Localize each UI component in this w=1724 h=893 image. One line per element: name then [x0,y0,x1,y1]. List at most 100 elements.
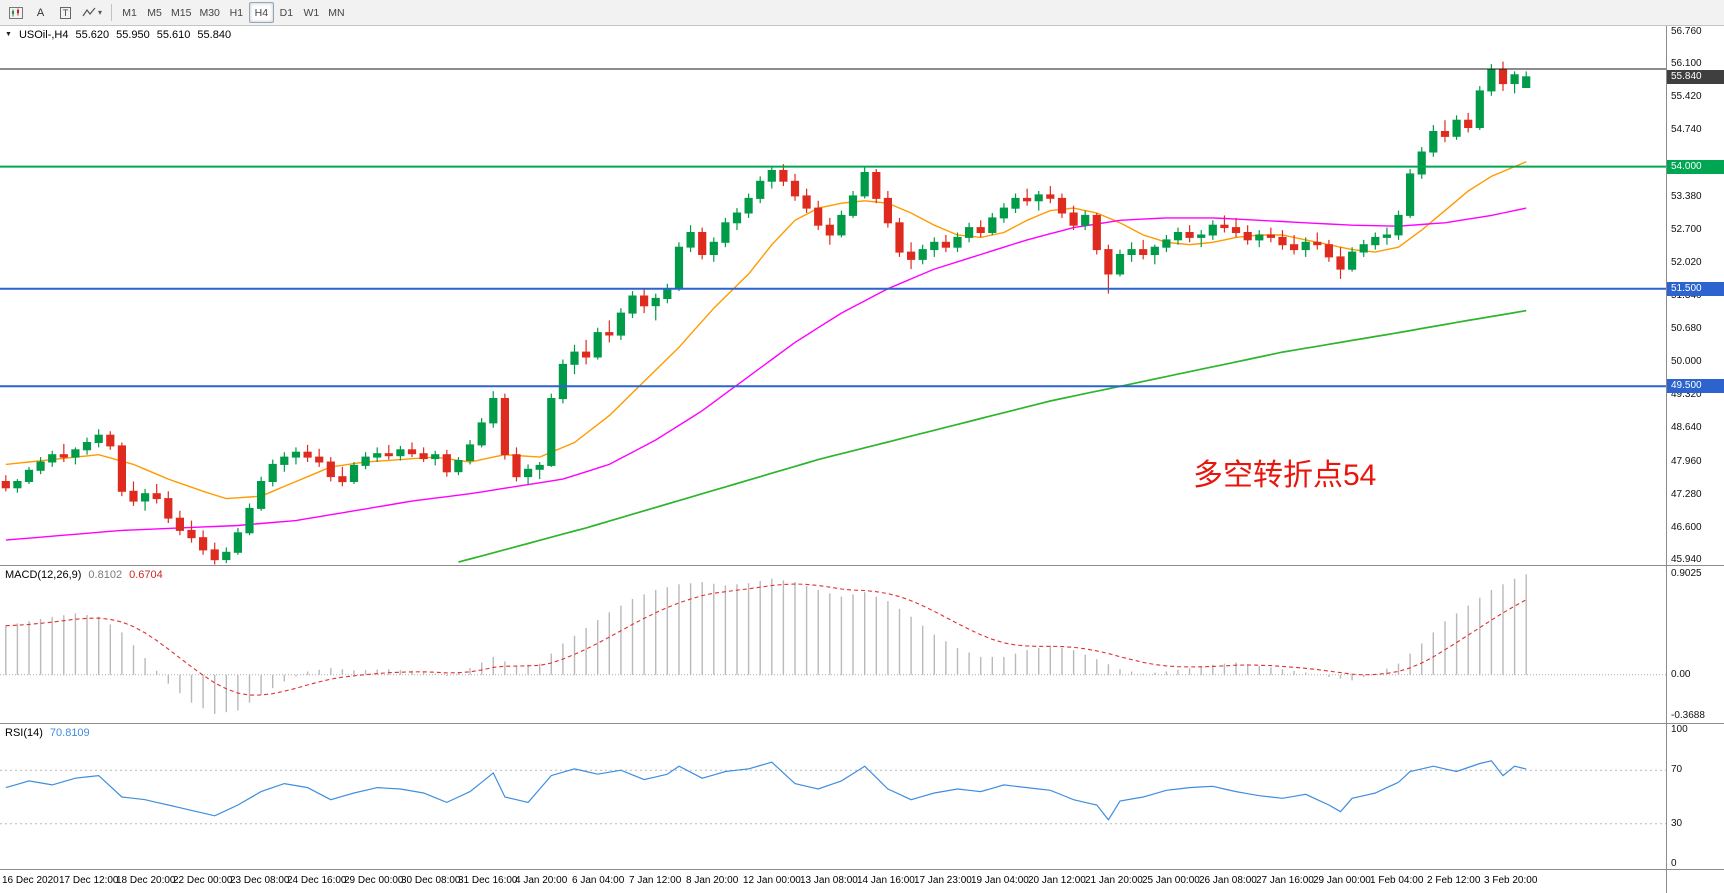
slow-ma-line [458,309,1527,563]
mid-ma-line [5,207,1527,541]
time-axis-label: 14 Jan 16:00 [857,875,915,886]
annotation-text[interactable]: 多空转折点54 [1193,459,1377,492]
time-axis-label: 12 Jan 00:00 [743,875,801,886]
timeframe-button-h1[interactable]: H1 [224,2,249,23]
price-scale-label: 54.740 [1671,124,1702,135]
macd-scale-label: 0.00 [1671,669,1691,680]
price-scale-label: 46.600 [1671,522,1702,533]
draw-tools-icon[interactable]: ▾ [78,2,106,23]
time-axis-label: 17 Dec 12:00 [59,875,119,886]
main-chart-panel: ▼ USOil-,H4 55.620 55.950 55.610 55.840 … [0,26,1724,566]
timeframe-button-h4[interactable]: H4 [248,2,274,23]
timeframe-button-m15[interactable]: M15 [167,2,195,23]
time-axis-label: 29 Dec 00:00 [344,875,404,886]
toolbar-separator [111,4,113,21]
time-axis-label: 6 Jan 04:00 [572,875,625,886]
time-axis-label: 4 Jan 20:00 [515,875,568,886]
price-scale-label: 50.000 [1671,356,1702,367]
timeframe-button-m1[interactable]: M1 [117,2,142,23]
time-axis-label: 7 Jan 12:00 [629,875,682,886]
macd-scale-label: -0.3688 [1671,710,1705,721]
time-axis-label: 22 Dec 00:00 [173,875,233,886]
time-axis-label: 18 Dec 20:00 [116,875,176,886]
mini-chart-icon [8,6,23,19]
text-box-icon[interactable]: T [53,2,78,23]
time-axis-label: 29 Jan 00:00 [1313,875,1371,886]
time-axis-label: 21 Jan 20:00 [1085,875,1143,886]
fast-ma-line [5,161,1527,500]
time-axis-label: 2 Feb 12:00 [1427,875,1481,886]
price-scale-label: 49.320 [1671,389,1702,400]
macd-scale[interactable]: 0.9025 0.00 -0.3688 [1666,566,1724,723]
rsi-scale-label: 100 [1671,724,1688,735]
price-scale-label: 47.960 [1671,456,1702,467]
main-price-scale[interactable]: 56.760 56.100 55.420 54.740 53.380 52.700 52.0… [1666,26,1724,565]
timeframe-button-d1[interactable]: D1 [274,2,299,23]
rsi-header: RSI(14) 70.8109 [5,727,90,739]
price-scale-label: 50.680 [1671,323,1702,334]
rsi-chart [0,760,1666,825]
price-scale-label: 56.760 [1671,26,1702,37]
open-value: 55.620 [75,29,110,41]
chart-ohlc-header: ▼ USOil-,H4 55.620 55.950 55.610 55.840 [5,29,231,41]
time-scale[interactable]: 16 Dec 2020 17 Dec 12:00 18 Dec 20:00 22 De… [0,870,1666,893]
time-axis-label: 30 Dec 08:00 [401,875,461,886]
macd-panel: MACD(12,26,9) 0.8102 0.6704 0.9025 0.00 -0… [0,566,1724,724]
chevron-down-icon: ▾ [98,8,103,17]
rsi-value: 70.8109 [49,727,90,739]
time-axis-label: 26 Jan 08:00 [1199,875,1257,886]
time-axis: 16 Dec 2020 17 Dec 12:00 18 Dec 20:00 22 De… [0,870,1724,893]
time-axis-label: 17 Jan 23:00 [914,875,972,886]
rsi-line [5,760,1527,821]
time-axis-label: 23 Dec 08:00 [230,875,290,886]
chart-window-icon[interactable] [3,2,28,23]
price-scale-label: 52.700 [1671,224,1702,235]
price-scale-label: 52.020 [1671,257,1702,268]
price-badge: 55.840 [1667,70,1724,84]
timeframe-button-mn[interactable]: MN [324,2,349,23]
time-axis-label: 16 Dec 2020 [2,875,59,886]
macd-plot[interactable]: MACD(12,26,9) 0.8102 0.6704 [0,566,1666,723]
timeframe-button-m5[interactable]: M5 [142,2,167,23]
timeframe-button-w1[interactable]: W1 [299,2,324,23]
time-axis-label: 31 Dec 16:00 [458,875,518,886]
time-axis-label: 8 Jan 20:00 [686,875,739,886]
close-value: 55.840 [197,29,232,41]
high-value: 55.950 [116,29,150,41]
time-axis-label: 13 Jan 08:00 [800,875,858,886]
price-badge: 54.000 [1667,160,1724,174]
time-axis-label: 20 Jan 12:00 [1028,875,1086,886]
macd-name: MACD(12,26,9) [5,569,82,581]
macd-signal-line [5,583,1527,696]
time-axis-label: 25 Jan 00:00 [1142,875,1200,886]
time-axis-label: 3 Feb 20:00 [1484,875,1538,886]
time-axis-label: 19 Jan 04:00 [971,875,1029,886]
low-value: 55.610 [156,29,191,41]
time-axis-label: 24 Dec 16:00 [287,875,347,886]
rsi-scale-label: 70 [1671,764,1683,775]
time-axis-corner [1666,870,1724,893]
rsi-scale-label: 30 [1671,818,1683,829]
rsi-scale[interactable]: 100 70 30 0 [1666,724,1724,869]
price-badge: 49.500 [1667,379,1724,393]
rsi-panel: RSI(14) 70.8109 100 70 30 0 [0,724,1724,870]
candlestick-chart [0,61,1666,565]
rsi-name: RSI(14) [5,727,43,739]
symbol-label: USOil-,H4 [18,29,69,41]
price-scale-label: 45.940 [1671,554,1702,565]
timeframe-button-m30[interactable]: M30 [195,2,223,23]
zigzag-icon [82,7,96,17]
macd-chart [0,574,1666,714]
boxed-t-glyph: T [59,6,72,19]
price-badge: 51.500 [1667,282,1724,296]
price-scale-label: 53.380 [1671,191,1702,202]
price-scale-label: 55.420 [1671,91,1702,102]
price-scale-label: 47.280 [1671,489,1702,500]
text-label-icon[interactable]: A [28,2,53,23]
macd-main-value: 0.8102 [88,569,123,581]
macd-scale-label: 0.9025 [1671,568,1702,579]
macd-signal-value: 0.6704 [129,569,163,581]
rsi-plot[interactable]: RSI(14) 70.8109 [0,724,1666,869]
main-chart-plot[interactable]: ▼ USOil-,H4 55.620 55.950 55.610 55.840 … [0,26,1666,565]
